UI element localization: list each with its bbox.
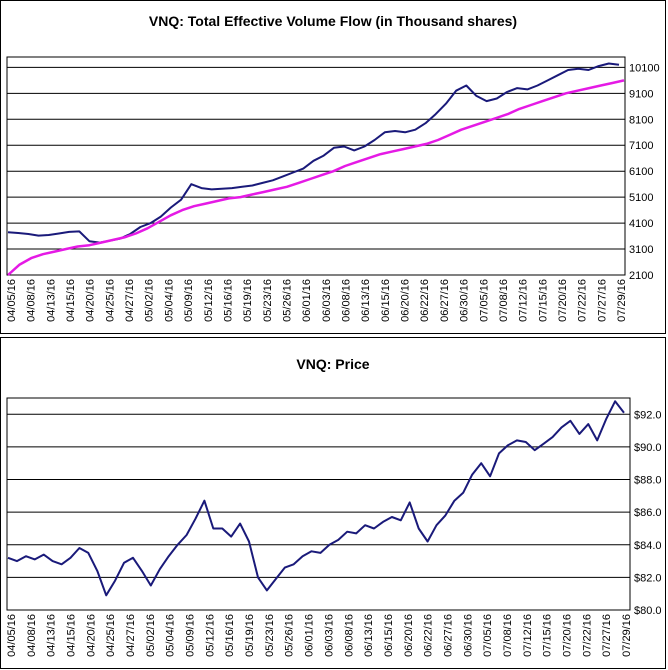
price-x-tick-label: 07/27/16 <box>601 614 613 657</box>
volume-flow-y-tick-label: 2100 <box>629 270 653 282</box>
volume-flow-x-tick-label: 06/30/16 <box>459 279 471 322</box>
price-x-tick-label: 04/13/16 <box>46 614 58 657</box>
volume-flow-y-tick-label: 3100 <box>629 244 653 256</box>
price-x-tick-label: 06/27/16 <box>442 614 454 657</box>
price-y-tick-label: $92.0 <box>634 409 662 421</box>
volume-flow-x-tick-label: 07/05/16 <box>478 279 490 322</box>
volume-flow-x-tick-label: 06/20/16 <box>400 279 412 322</box>
price-plot: $80.0 $82.0 $84.0 $86.0 $88.0 $90.0 $92.0 04/05… <box>6 397 662 657</box>
volume-flow-x-tick-label: 07/29/16 <box>616 279 628 322</box>
volume-flow-x-tick-label: 04/08/16 <box>26 279 38 322</box>
volume-flow-x-tick-label: 04/25/16 <box>104 279 116 322</box>
price-x-tick-label: 04/15/16 <box>66 614 78 657</box>
volume-flow-x-tick-label: 07/22/16 <box>577 279 589 322</box>
volume-flow-y-tick-label: 4100 <box>629 218 653 230</box>
volume-flow-x-tick-label: 06/08/16 <box>341 279 353 322</box>
price-x-tick-label: 06/30/16 <box>462 614 474 657</box>
price-chart-title: VNQ: Price <box>296 356 370 372</box>
volume-flow-x-tick-label: 05/02/16 <box>144 279 156 322</box>
price-x-tick-label: 07/05/16 <box>482 614 494 657</box>
volume-flow-x-tick-label: 06/01/16 <box>301 279 313 322</box>
volume-flow-x-tick-label: 04/27/16 <box>124 279 136 322</box>
price-x-tick-label: 06/08/16 <box>343 614 355 657</box>
volume-flow-x-tick-label: 05/23/16 <box>262 279 274 322</box>
volume-flow-series-2-line <box>7 79 625 276</box>
price-x-tick-label: 04/20/16 <box>85 614 97 657</box>
price-plot-area <box>6 397 631 611</box>
price-x-tick-label: 06/01/16 <box>304 614 316 657</box>
volume-flow-x-tick-label: 06/27/16 <box>439 279 451 322</box>
volume-flow-x-tick-label: 05/16/16 <box>222 279 234 322</box>
price-x-tick-label: 05/23/16 <box>264 614 276 657</box>
volume-flow-x-tick-label: 07/20/16 <box>557 279 569 322</box>
volume-flow-x-tick-label: 06/15/16 <box>380 279 392 322</box>
volume-flow-x-tick-label: 05/19/16 <box>242 279 254 322</box>
price-x-tick-label: 05/19/16 <box>244 614 256 657</box>
volume-flow-x-tick-label: 07/27/16 <box>596 279 608 322</box>
volume-flow-y-tick-label: 8100 <box>629 114 653 126</box>
volume-flow-y-tick-label: 5100 <box>629 192 653 204</box>
volume-flow-y-tick-label: 10100 <box>629 62 660 74</box>
volume-flow-x-tick-label: 07/15/16 <box>537 279 549 322</box>
volume-flow-chart-title: VNQ: Total Effective Volume Flow (in Tho… <box>148 13 518 29</box>
price-y-tick-label: $86.0 <box>634 507 662 519</box>
price-x-tick-label: 07/29/16 <box>621 614 633 657</box>
volume-flow-x-tick-label: 04/20/16 <box>85 279 97 322</box>
price-y-tick-label: $84.0 <box>634 540 662 552</box>
volume-flow-plot: 2100 3100 4100 5100 6100 7100 8100 9100 10100 04/… <box>6 56 660 322</box>
volume-flow-x-tick-label: 06/13/16 <box>360 279 372 322</box>
volume-flow-x-tick-label: 04/13/16 <box>45 279 57 322</box>
price-x-tick-label: 04/05/16 <box>6 614 18 657</box>
price-series-1-line <box>7 400 625 597</box>
volume-flow-x-tick-label: 06/22/16 <box>419 279 431 322</box>
price-y-tick-label: $80.0 <box>634 605 662 617</box>
price-x-tick-label: 05/02/16 <box>145 614 157 657</box>
volume-flow-x-tick-label: 06/03/16 <box>321 279 333 322</box>
price-x-tick-label: 05/26/16 <box>284 614 296 657</box>
price-y-tick-label: $90.0 <box>634 442 662 454</box>
volume-flow-x-tick-label: 07/08/16 <box>498 279 510 322</box>
volume-flow-x-tick-label: 07/12/16 <box>518 279 530 322</box>
price-x-tick-label: 06/03/16 <box>323 614 335 657</box>
price-x-tick-label: 07/08/16 <box>502 614 514 657</box>
price-x-tick-label: 05/09/16 <box>185 614 197 657</box>
price-x-tick-label: 06/13/16 <box>363 614 375 657</box>
price-x-tick-label: 04/25/16 <box>105 614 117 657</box>
price-x-tick-label: 07/15/16 <box>542 614 554 657</box>
price-y-tick-label: $82.0 <box>634 572 662 584</box>
volume-flow-x-tick-label: 05/09/16 <box>183 279 195 322</box>
price-x-tick-label: 05/16/16 <box>224 614 236 657</box>
price-x-tick-label: 07/22/16 <box>581 614 593 657</box>
volume-flow-x-tick-label: 04/05/16 <box>6 279 18 322</box>
volume-flow-y-tick-label: 9100 <box>629 88 653 100</box>
price-x-tick-label: 06/22/16 <box>423 614 435 657</box>
volume-flow-x-tick-label: 05/12/16 <box>203 279 215 322</box>
price-x-tick-label: 04/27/16 <box>125 614 137 657</box>
price-y-tick-label: $88.0 <box>634 475 662 487</box>
volume-flow-x-tick-label: 05/26/16 <box>281 279 293 322</box>
price-x-tick-label: 06/20/16 <box>403 614 415 657</box>
volume-flow-y-tick-label: 6100 <box>629 166 653 178</box>
volume-flow-x-tick-label: 04/15/16 <box>65 279 77 322</box>
price-x-tick-label: 06/15/16 <box>383 614 395 657</box>
volume-flow-y-tick-label: 7100 <box>629 140 653 152</box>
price-x-tick-label: 05/12/16 <box>204 614 216 657</box>
price-x-tick-label: 05/04/16 <box>165 614 177 657</box>
volume-flow-chart: VNQ: Total Effective Volume Flow (in Tho… <box>0 0 666 334</box>
price-x-tick-label: 07/12/16 <box>522 614 534 657</box>
price-chart: VNQ: Price $80.0 $82.0 $84.0 $86.0 $88.0 $90.… <box>0 337 666 669</box>
price-x-tick-label: 07/20/16 <box>561 614 573 657</box>
price-x-tick-label: 04/08/16 <box>26 614 38 657</box>
volume-flow-x-tick-label: 05/04/16 <box>163 279 175 322</box>
